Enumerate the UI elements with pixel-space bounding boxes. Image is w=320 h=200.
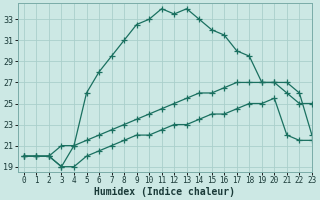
- X-axis label: Humidex (Indice chaleur): Humidex (Indice chaleur): [94, 186, 235, 197]
